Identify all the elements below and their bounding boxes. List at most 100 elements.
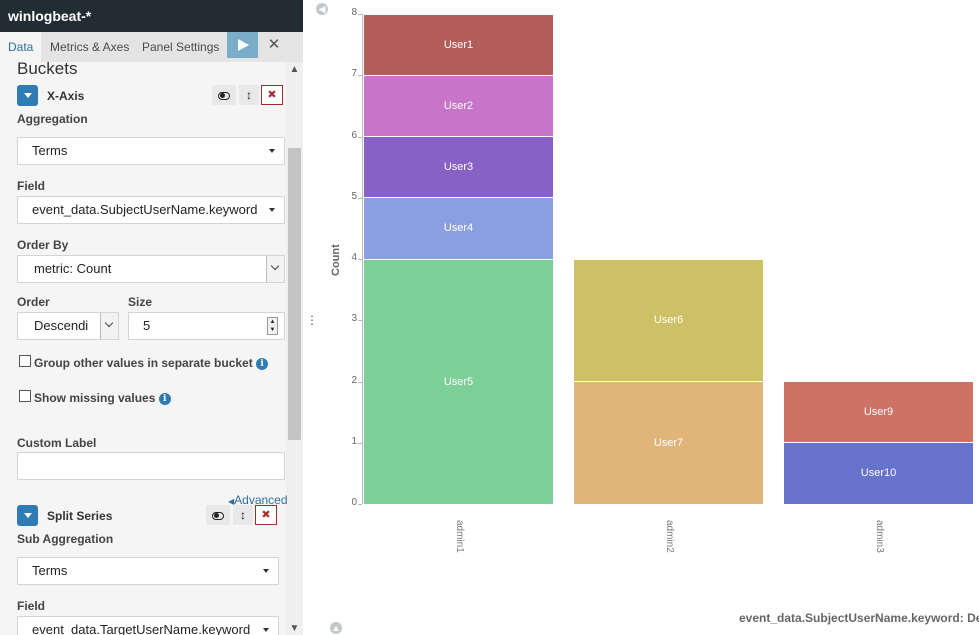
editor-sidebar: winlogbeat-* Data Metrics & Axes Panel S…	[0, 0, 303, 635]
aggregation-label: Aggregation	[17, 112, 88, 126]
split-series-collapse-button[interactable]	[17, 505, 38, 526]
group-other-checkbox[interactable]	[19, 355, 31, 367]
bar-segment-user9-admin3[interactable]: User9	[784, 382, 973, 443]
dropdown-box	[100, 313, 118, 339]
custom-label-input[interactable]	[17, 452, 285, 480]
bar-segment-user5-admin1[interactable]: User5	[364, 259, 553, 504]
sub-aggregation-value: Terms	[32, 563, 68, 578]
panel-resize-handle[interactable]: ⋮	[306, 313, 318, 327]
y-tick-label: 8	[351, 7, 357, 18]
number-stepper[interactable]: ▲ ▼	[267, 317, 278, 335]
tab-data[interactable]: Data	[0, 32, 41, 62]
order-select[interactable]: Descendi	[17, 312, 119, 340]
show-missing-checkbox[interactable]	[19, 390, 31, 402]
split-series-remove-button[interactable]: ✖	[255, 505, 277, 525]
size-input[interactable]: 5 ▲ ▼	[128, 312, 285, 340]
bar-segment-label: User2	[443, 99, 474, 112]
bar-segment-label: User5	[443, 375, 474, 388]
group-other-text: Group other values in separate bucket	[34, 356, 253, 370]
field-label: Field	[17, 179, 46, 193]
sub-aggregation-select[interactable]: Terms	[17, 557, 279, 585]
chevron-down-icon	[23, 513, 32, 518]
chevron-down-icon	[104, 318, 114, 328]
bar-segment-user6-admin2[interactable]: User6	[574, 259, 763, 381]
toggle-icon	[218, 91, 230, 100]
bar-segment-user7-admin2[interactable]: User7	[574, 382, 763, 504]
caret-down-icon	[269, 208, 275, 212]
chevron-down-icon	[23, 93, 32, 98]
chevron-down-icon	[270, 261, 280, 271]
y-axis-line	[362, 14, 363, 504]
group-other-label: Group other values in separate bucket i	[34, 356, 269, 370]
tab-metrics-axes[interactable]: Metrics & Axes	[50, 40, 130, 54]
bar-segment-label: User6	[653, 314, 684, 327]
split-series-move-handle[interactable]: ↕	[233, 505, 253, 525]
index-pattern-title: winlogbeat-*	[0, 0, 303, 32]
bar-segment-user2-admin1[interactable]: User2	[364, 75, 553, 136]
split-series-toggle-button[interactable]	[206, 505, 230, 525]
up-down-arrow-icon: ↕	[246, 88, 252, 102]
close-icon: ✕	[267, 36, 281, 53]
split-field-value: event_data.TargetUserName.keyword	[32, 622, 251, 635]
collapse-sidebar-icon[interactable]: ◀	[316, 3, 328, 15]
split-field-label: Field	[17, 599, 46, 613]
advanced-toggle-link[interactable]: ◀Advanced	[228, 493, 288, 507]
bar-segment-user3-admin1[interactable]: User3	[364, 137, 553, 198]
info-icon[interactable]: i	[158, 392, 171, 405]
scroll-down-icon[interactable]: ▼	[289, 623, 300, 634]
x-axis-label: event_data.SubjectUserName.keyword: Desc	[739, 611, 979, 625]
xaxis-remove-button[interactable]: ✖	[261, 85, 283, 105]
xaxis-toggle-button[interactable]	[212, 85, 236, 105]
scrollbar-thumb[interactable]	[288, 148, 301, 440]
x-icon: ✖	[261, 509, 271, 521]
x-tick-label: admin2	[663, 520, 675, 553]
field-value: event_data.SubjectUserName.keyword	[32, 202, 258, 217]
aggregation-select[interactable]: Terms	[17, 137, 285, 165]
y-tick-label: 4	[351, 252, 357, 263]
size-value: 5	[143, 318, 151, 333]
order-label: Order	[17, 295, 50, 309]
xaxis-title: X-Axis	[47, 89, 85, 103]
xaxis-collapse-button[interactable]	[17, 85, 38, 106]
bar-segment-user10-admin3[interactable]: User10	[784, 443, 973, 504]
field-select[interactable]: event_data.SubjectUserName.keyword	[17, 196, 285, 224]
tab-panel-settings[interactable]: Panel Settings	[142, 40, 220, 54]
aggregation-value: Terms	[32, 143, 68, 158]
apply-changes-button[interactable]	[227, 32, 258, 58]
y-tick-label: 3	[351, 313, 357, 325]
y-tick-mark	[358, 75, 362, 77]
size-label: Size	[128, 295, 153, 309]
bar-segment-label: User10	[860, 467, 897, 480]
x-tick-label: admin1	[453, 520, 465, 553]
scroll-up-icon[interactable]: ▲	[289, 64, 300, 75]
bar-segment-user1-admin1[interactable]: User1	[364, 14, 553, 75]
caret-down-icon	[269, 149, 275, 153]
bar-segment-label: User3	[443, 161, 474, 174]
y-tick-label: 5	[351, 190, 357, 202]
toggle-icon	[212, 511, 224, 520]
advanced-link-text: Advanced	[234, 493, 288, 507]
order-by-select[interactable]: metric: Count	[17, 255, 285, 283]
bar-segment-user4-admin1[interactable]: User4	[364, 198, 553, 259]
split-field-select[interactable]: event_data.TargetUserName.keyword	[17, 616, 279, 635]
show-missing-label: Show missing values i	[34, 391, 171, 405]
bar-segment-label: User4	[443, 222, 474, 235]
toggle-spy-panel-icon[interactable]: ▲	[330, 622, 342, 634]
up-down-arrow-icon: ↕	[240, 508, 246, 522]
y-tick-label: 6	[351, 129, 357, 141]
bar-segment-label: User7	[653, 436, 684, 449]
xaxis-move-handle[interactable]: ↕	[239, 85, 259, 105]
bar-segment-label: User1	[443, 38, 474, 51]
discard-changes-button[interactable]: ✕	[262, 32, 286, 58]
caret-left-icon: ◀	[228, 497, 235, 506]
y-tick-mark	[358, 14, 362, 15]
dropdown-box	[266, 256, 284, 282]
y-tick-mark	[358, 259, 362, 260]
x-tick-label: admin3	[873, 520, 885, 553]
x-icon: ✖	[267, 89, 277, 101]
custom-label-label: Custom Label	[17, 436, 97, 450]
y-tick-label: 7	[351, 68, 357, 80]
info-icon[interactable]: i	[256, 357, 269, 370]
sub-aggregation-label: Sub Aggregation	[17, 532, 114, 546]
